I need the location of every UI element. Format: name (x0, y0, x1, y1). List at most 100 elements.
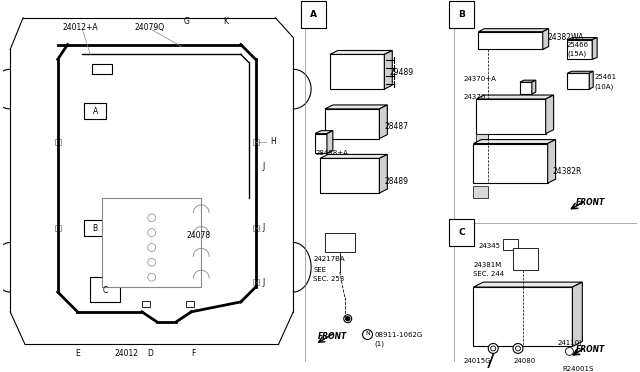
Text: J: J (262, 278, 265, 286)
Polygon shape (520, 80, 536, 82)
Text: 08911-1062G: 08911-1062G (374, 331, 422, 337)
Polygon shape (568, 71, 593, 73)
Text: C: C (102, 286, 108, 295)
Polygon shape (543, 29, 548, 49)
Text: 24217BA: 24217BA (313, 256, 345, 262)
Polygon shape (320, 158, 380, 193)
FancyBboxPatch shape (474, 186, 488, 198)
Circle shape (513, 343, 523, 353)
Text: 24078: 24078 (186, 231, 211, 240)
Text: 25466: 25466 (566, 42, 588, 48)
Text: C: C (458, 228, 465, 237)
Text: 24012+A: 24012+A (63, 23, 99, 32)
Text: G: G (184, 17, 189, 26)
Circle shape (148, 273, 156, 281)
Circle shape (346, 317, 349, 321)
Text: B: B (458, 10, 465, 19)
Polygon shape (572, 282, 582, 346)
Text: 25461: 25461 (594, 74, 616, 80)
Text: 24382WA: 24382WA (548, 33, 584, 42)
Text: E: E (75, 349, 80, 358)
Circle shape (488, 343, 498, 353)
FancyBboxPatch shape (102, 198, 201, 287)
Circle shape (148, 214, 156, 222)
Text: SEC. 253: SEC. 253 (313, 276, 344, 282)
Text: 24381M: 24381M (474, 262, 502, 268)
FancyBboxPatch shape (54, 225, 61, 231)
Text: N: N (365, 331, 370, 336)
Polygon shape (330, 51, 392, 54)
Polygon shape (474, 287, 572, 346)
Text: SEE: SEE (313, 267, 326, 273)
Polygon shape (592, 38, 597, 60)
FancyBboxPatch shape (325, 232, 355, 253)
Text: 24012: 24012 (115, 349, 139, 358)
Text: 24370+A: 24370+A (463, 76, 497, 82)
FancyBboxPatch shape (253, 139, 259, 144)
Polygon shape (380, 154, 387, 193)
Text: D: D (147, 349, 153, 358)
FancyBboxPatch shape (253, 225, 259, 231)
Text: J: J (262, 162, 265, 171)
Text: A: A (93, 108, 98, 116)
Text: 28488+A: 28488+A (315, 150, 348, 157)
Polygon shape (568, 38, 597, 39)
Polygon shape (474, 144, 548, 183)
Polygon shape (315, 134, 327, 153)
Circle shape (344, 315, 351, 323)
Polygon shape (568, 73, 589, 89)
Polygon shape (548, 140, 556, 183)
FancyBboxPatch shape (142, 301, 150, 307)
Polygon shape (478, 29, 548, 32)
Text: J: J (262, 223, 265, 232)
Text: H: H (271, 137, 276, 146)
Text: 24382R: 24382R (552, 167, 582, 176)
FancyBboxPatch shape (513, 248, 538, 270)
FancyBboxPatch shape (84, 103, 106, 119)
Text: 24110J: 24110J (557, 340, 582, 346)
Polygon shape (330, 54, 385, 89)
FancyBboxPatch shape (84, 220, 106, 235)
Polygon shape (476, 95, 554, 99)
Circle shape (515, 346, 520, 351)
Polygon shape (532, 80, 536, 94)
FancyBboxPatch shape (476, 134, 488, 144)
Polygon shape (385, 51, 392, 89)
Text: B: B (93, 224, 98, 233)
Circle shape (148, 229, 156, 237)
Polygon shape (315, 131, 333, 134)
FancyBboxPatch shape (90, 277, 120, 302)
Polygon shape (327, 131, 333, 153)
Polygon shape (474, 282, 582, 287)
Text: FRONT: FRONT (318, 332, 348, 341)
Text: 24370: 24370 (463, 94, 486, 100)
Circle shape (148, 259, 156, 266)
FancyBboxPatch shape (186, 301, 195, 307)
FancyBboxPatch shape (503, 238, 518, 250)
Text: FRONT: FRONT (575, 345, 605, 354)
FancyBboxPatch shape (253, 279, 259, 285)
Polygon shape (478, 32, 543, 49)
Polygon shape (325, 109, 380, 139)
Text: 28489: 28489 (385, 177, 408, 186)
Text: (10A): (10A) (594, 84, 614, 90)
Polygon shape (320, 154, 387, 158)
FancyBboxPatch shape (54, 139, 61, 144)
Circle shape (566, 347, 573, 355)
Text: R24001S: R24001S (563, 366, 594, 372)
Polygon shape (568, 39, 592, 60)
Text: 24015G: 24015G (463, 358, 491, 364)
Text: 24345: 24345 (478, 244, 500, 250)
Text: (1): (1) (374, 340, 385, 347)
Text: FRONT: FRONT (575, 198, 605, 208)
Circle shape (491, 346, 496, 351)
Text: A: A (310, 10, 317, 19)
Circle shape (148, 244, 156, 251)
Text: (15A): (15A) (568, 50, 587, 57)
Polygon shape (589, 71, 593, 89)
Text: 24079Q: 24079Q (134, 23, 165, 32)
Text: K: K (223, 17, 228, 26)
FancyBboxPatch shape (92, 64, 112, 74)
Polygon shape (546, 95, 554, 134)
Text: 29489: 29489 (389, 68, 413, 77)
